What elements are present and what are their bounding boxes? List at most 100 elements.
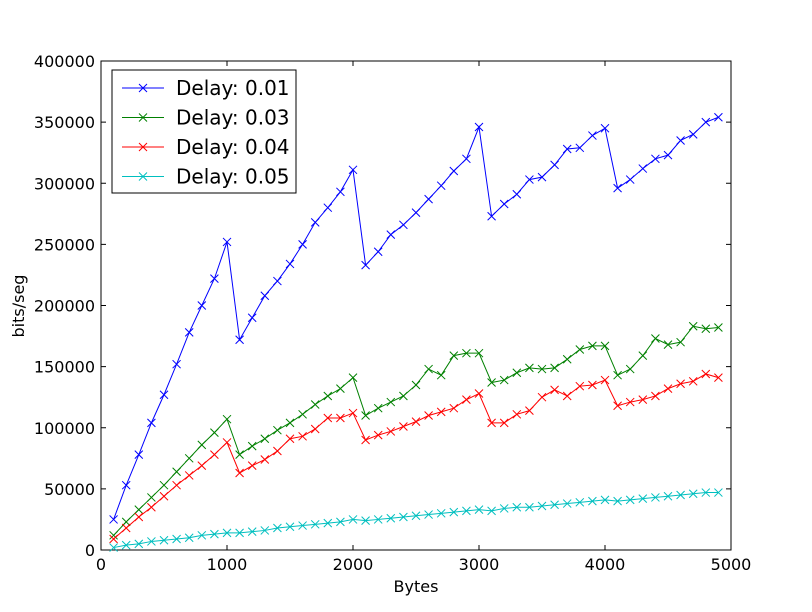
data-point	[714, 488, 723, 497]
data-point	[310, 400, 320, 409]
data-point	[562, 391, 572, 401]
data-point	[462, 506, 471, 516]
data-point	[172, 480, 181, 490]
data-point	[625, 364, 635, 374]
data-point	[512, 409, 522, 419]
data-point	[348, 165, 358, 175]
data-point	[525, 363, 534, 373]
data-point	[134, 450, 144, 459]
data-point	[436, 181, 446, 191]
data-point	[361, 516, 370, 526]
legend-item: Delay: 0.03	[122, 106, 290, 130]
data-point	[399, 391, 408, 401]
data-point	[273, 523, 282, 533]
data-point	[386, 427, 396, 436]
data-point	[298, 431, 307, 441]
data-point	[588, 380, 597, 390]
data-point	[411, 511, 421, 521]
data-point	[436, 370, 446, 380]
data-point	[424, 364, 433, 374]
legend-box	[111, 69, 297, 194]
axis-tick-labels: 0 1000 2000 3000 4000 50000500001000001500002…	[34, 52, 751, 574]
legend-item: Delay: 0.04	[122, 135, 290, 159]
data-point	[260, 291, 270, 301]
data-point	[222, 414, 232, 424]
data-point	[121, 523, 131, 533]
y-tick-label: 350000	[34, 113, 95, 132]
data-point	[462, 395, 471, 404]
data-point	[714, 112, 723, 122]
data-point	[701, 369, 711, 379]
data-point	[147, 502, 156, 512]
data-point	[348, 515, 358, 524]
y-axis-title: bits/seg	[9, 275, 28, 338]
data-point	[449, 351, 459, 360]
data-point	[109, 530, 118, 540]
data-point	[310, 218, 320, 227]
data-point	[210, 529, 219, 539]
legend: Delay: 0.01 Delay: 0.03 Delay: 0.04 Delay: …	[111, 69, 297, 194]
data-point	[462, 154, 471, 164]
data-point	[537, 392, 547, 402]
data-point	[562, 354, 572, 364]
data-point	[575, 143, 585, 153]
series-2	[109, 369, 723, 544]
data-point	[487, 418, 496, 428]
data-point	[336, 384, 345, 393]
data-point	[411, 380, 421, 390]
data-point	[197, 530, 207, 540]
data-point	[613, 183, 622, 193]
data-point	[147, 493, 156, 502]
data-point	[172, 467, 181, 477]
data-point	[386, 397, 396, 407]
data-point	[348, 373, 358, 382]
data-point	[688, 129, 698, 139]
series-3	[109, 488, 723, 552]
data-point	[424, 194, 433, 204]
data-point	[222, 438, 232, 447]
data-point	[588, 341, 597, 351]
y-tick-label: 0	[85, 541, 95, 560]
data-point	[184, 471, 194, 480]
x-tick-label: 1000	[207, 555, 248, 574]
data-point	[361, 435, 370, 445]
data-point	[386, 513, 396, 523]
data-point	[310, 424, 320, 434]
data-point	[625, 397, 635, 407]
data-point	[197, 301, 207, 310]
data-point	[701, 117, 711, 127]
data-point	[172, 534, 181, 544]
data-point	[260, 455, 270, 464]
data-point	[436, 508, 446, 518]
legend-marker	[138, 172, 148, 181]
data-point	[537, 364, 547, 374]
data-point	[260, 434, 270, 444]
series-0	[109, 112, 723, 524]
data-point	[386, 230, 396, 239]
data-point	[663, 384, 673, 393]
data-point	[121, 480, 131, 490]
data-point	[134, 505, 144, 515]
series-1	[109, 321, 723, 540]
data-point	[134, 512, 144, 522]
data-point	[323, 391, 333, 401]
data-point	[600, 341, 610, 351]
data-point	[575, 381, 585, 391]
data-point	[247, 527, 257, 537]
data-point	[285, 259, 295, 269]
data-point	[499, 199, 509, 209]
data-point	[399, 422, 408, 431]
data-point	[688, 321, 698, 331]
data-point	[184, 328, 194, 337]
data-point	[109, 515, 118, 524]
x-axis-title: Bytes	[394, 577, 439, 596]
data-point	[210, 274, 219, 283]
legend-marker	[138, 83, 148, 93]
data-point	[499, 375, 509, 385]
data-point	[562, 144, 572, 154]
data-point	[197, 440, 207, 450]
data-point	[273, 425, 282, 435]
x-tick-label: 0	[96, 555, 106, 574]
data-point	[499, 504, 509, 513]
data-point	[184, 533, 194, 543]
